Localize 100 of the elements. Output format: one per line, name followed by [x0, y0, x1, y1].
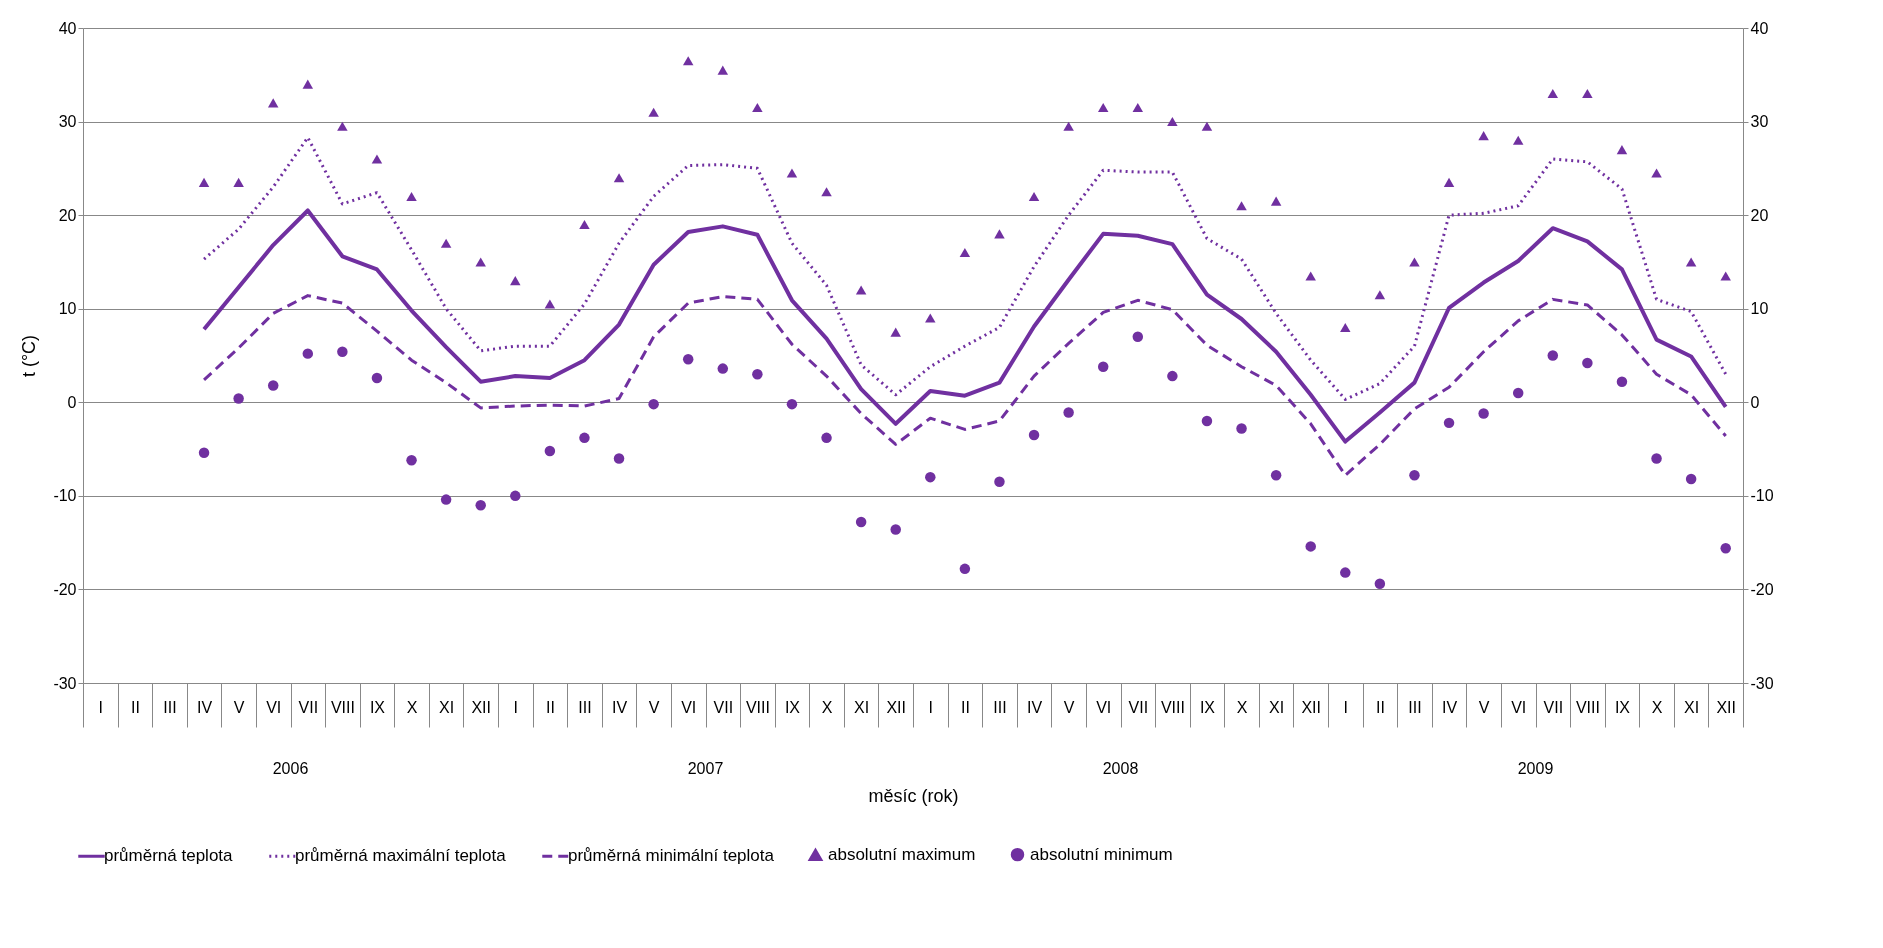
point	[1512, 387, 1524, 399]
y-tick-label: 20	[58, 206, 77, 224]
point	[510, 490, 521, 502]
point	[1270, 196, 1282, 206]
point	[648, 398, 659, 410]
y-tick-label: -20	[53, 580, 77, 598]
point	[682, 354, 694, 365]
point	[1685, 473, 1697, 485]
legend-label: průměrná minimální teplota	[568, 846, 775, 866]
point	[371, 154, 383, 164]
point	[1616, 376, 1628, 387]
point	[1651, 168, 1662, 178]
point	[544, 299, 556, 309]
line-series	[202, 208, 1728, 444]
text: 2007	[687, 760, 724, 777]
legend-label: absolutní minimum	[1030, 844, 1173, 864]
point	[1167, 117, 1178, 127]
point	[1340, 567, 1351, 578]
x-tick-label: III	[993, 698, 1007, 716]
point	[959, 563, 971, 575]
x-tick-label: VII	[713, 698, 734, 716]
x-tick-label: VII	[1543, 698, 1564, 716]
point	[1512, 135, 1524, 145]
point	[890, 524, 901, 535]
point	[1616, 145, 1628, 155]
x-tick-label: X	[1651, 698, 1663, 716]
point	[925, 471, 936, 483]
point	[1132, 102, 1144, 113]
point	[1063, 407, 1074, 418]
point	[544, 445, 556, 457]
x-tick-label: VII	[1128, 698, 1149, 716]
y-tick-label: -10	[53, 487, 77, 505]
point	[1651, 453, 1662, 464]
x-tick-label: VIII	[330, 698, 355, 716]
point	[371, 372, 383, 384]
line-series	[202, 135, 1728, 401]
point	[1270, 470, 1282, 481]
point	[1374, 578, 1386, 590]
point	[1409, 257, 1420, 267]
point	[1478, 408, 1489, 419]
x-tick-label: IX	[1614, 698, 1631, 716]
x-tick-label: IX	[784, 698, 801, 716]
y-tick-label: 0	[67, 393, 77, 411]
x-tick-label: XI	[854, 698, 870, 716]
point	[579, 432, 590, 444]
point	[1582, 88, 1593, 99]
x-tick-label: VII	[298, 698, 319, 716]
point	[786, 168, 798, 178]
point	[821, 432, 832, 444]
point	[198, 177, 210, 187]
x-tick-label: V	[1478, 698, 1490, 716]
x-tick-label: VI	[681, 698, 697, 716]
point	[613, 173, 625, 183]
x-tick-label: XI	[439, 698, 455, 716]
point	[1547, 88, 1559, 99]
point	[855, 516, 867, 528]
x-tick-label: V	[233, 698, 245, 716]
point	[1478, 131, 1489, 141]
text: 2008	[1102, 760, 1139, 777]
x-tick-label: IX	[1199, 698, 1216, 716]
x-tick-label: V	[648, 698, 660, 716]
point	[579, 219, 590, 230]
y-tick-label: 10	[58, 300, 77, 318]
point	[475, 499, 486, 511]
point	[1409, 470, 1420, 481]
x-axis-title: měsíc (rok)	[868, 786, 959, 806]
y-tick-label: 40	[58, 19, 77, 37]
x-tick-label: IV	[196, 698, 213, 716]
x-tick-label: II	[1375, 698, 1385, 716]
x-tick-label: III	[1408, 698, 1422, 716]
point	[440, 494, 452, 505]
y-tick-label: -30	[53, 674, 77, 692]
point	[1097, 361, 1109, 372]
x-tick-label: XI	[1269, 698, 1285, 716]
point	[510, 276, 521, 286]
point	[1720, 271, 1731, 281]
point	[1305, 271, 1316, 281]
point	[1132, 331, 1144, 343]
point	[786, 398, 798, 410]
point	[994, 476, 1005, 488]
y2-tick-label: 20	[1750, 206, 1769, 224]
y2-tick-label: -10	[1750, 487, 1774, 505]
legend-label: průměrná teplota	[104, 846, 234, 866]
y2-tick-label: 0	[1750, 393, 1760, 411]
point	[752, 368, 763, 380]
point	[613, 453, 625, 464]
point	[1236, 201, 1247, 211]
point	[717, 363, 729, 374]
x-tick-label: VI	[1511, 698, 1527, 716]
point	[1582, 357, 1593, 369]
point	[855, 285, 867, 295]
text: 2009	[1517, 760, 1554, 777]
point	[1340, 322, 1351, 332]
y2-tick-label: 40	[1750, 19, 1769, 37]
x-tick-label: I	[98, 698, 104, 716]
y-tick-label: 30	[58, 113, 77, 131]
point	[337, 346, 348, 357]
x-tick-label: II	[545, 698, 555, 716]
point	[302, 79, 314, 89]
x-tick-label: XII	[471, 698, 491, 716]
